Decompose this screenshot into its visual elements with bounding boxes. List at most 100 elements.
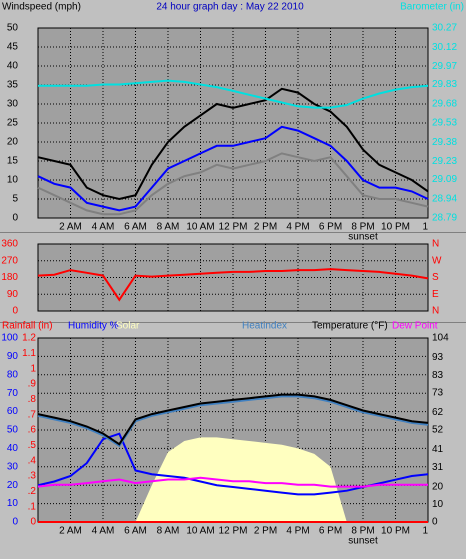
panel-title: Humidity % — [68, 321, 119, 332]
y2-tick-label: 29.23 — [432, 156, 457, 167]
y-tick-label: 50 — [7, 23, 19, 34]
y2-tick-label: 10 — [432, 499, 444, 510]
y2-tick-label: 20 — [432, 481, 444, 492]
x-tick-label: 12 PM — [219, 526, 248, 537]
y-tick-label: 0 — [12, 306, 18, 317]
x-tick-label: 4 PM — [286, 222, 309, 233]
x-tick-label: 6 PM — [319, 526, 342, 537]
y2-tick-label: 29.83 — [432, 79, 457, 90]
x-tick-label: 10 PM — [381, 222, 410, 233]
panel-title: Heatindex — [242, 321, 287, 332]
y3-tick-label: 0 — [30, 517, 36, 528]
y2-tick-label: 52 — [432, 425, 444, 436]
y-tick-label: 0 — [12, 213, 18, 224]
x-tick-label: 8 PM — [351, 222, 374, 233]
x-tick-label: 8 AM — [157, 526, 180, 537]
y3-tick-label: .8 — [28, 394, 37, 405]
y2-tick-label: 83 — [432, 370, 444, 381]
y3-tick-label: 1.2 — [22, 333, 36, 344]
y-tick-label: 15 — [7, 156, 19, 167]
y2-tick-label: 30.12 — [432, 42, 457, 53]
y2-tick-label: N — [432, 306, 439, 317]
y-tick-label: 40 — [7, 443, 19, 454]
x-tick-label: 4 PM — [286, 526, 309, 537]
y-tick-label: 100 — [1, 333, 18, 344]
y2-tick-label: 31 — [432, 462, 444, 473]
y2-tick-label: 104 — [432, 333, 449, 344]
y-tick-label: 90 — [7, 351, 19, 362]
line — [37, 125, 429, 212]
y2-tick-label: 29.09 — [432, 174, 457, 185]
y2-tick-label: 30.27 — [432, 23, 457, 34]
y-tick-label: 0 — [12, 517, 18, 528]
y2-tick-label: N — [432, 239, 439, 250]
y-tick-label: 35 — [7, 80, 19, 91]
x-tick-label: 10 AM — [186, 222, 214, 233]
panel-title: Rainfall (in) — [2, 321, 53, 332]
y2-tick-label: W — [432, 255, 442, 266]
y3-tick-label: 1 — [30, 363, 36, 374]
y2-tick-label: 29.53 — [432, 118, 457, 129]
y-tick-label: 70 — [7, 388, 19, 399]
y2-tick-label: 41 — [432, 444, 444, 455]
x-tick-label: 8 PM — [351, 526, 374, 537]
y3-tick-label: .9 — [28, 379, 37, 390]
x-tick-label: 2 PM — [254, 526, 277, 537]
y-tick-label: 40 — [7, 61, 19, 72]
annotation: sunset — [348, 536, 378, 547]
y2-tick-label: 93 — [432, 352, 444, 363]
y2-tick-label: 0 — [432, 517, 438, 528]
annotation: sunset — [348, 232, 378, 243]
y2-tick-label: 28.94 — [432, 193, 457, 204]
y-tick-label: 10 — [7, 175, 19, 186]
y-tick-label: 50 — [7, 425, 19, 436]
panel-title: Solar — [116, 321, 140, 332]
x-tick-label: 4 AM — [92, 222, 115, 233]
y3-tick-label: 1.1 — [22, 348, 36, 359]
line — [37, 393, 429, 446]
y3-tick-label: .1 — [28, 501, 37, 512]
line — [37, 152, 429, 216]
x-tick-label: 2 PM — [254, 222, 277, 233]
line — [37, 87, 429, 201]
y-tick-label: 20 — [7, 480, 19, 491]
y-tick-label: 5 — [12, 194, 18, 205]
panel-title: Temperature (°F) — [312, 321, 388, 332]
y3-tick-label: .4 — [28, 455, 37, 466]
panel-title: Windspeed (mph) — [2, 2, 81, 13]
y-tick-label: 10 — [7, 498, 19, 509]
y2-tick-label: S — [432, 272, 439, 283]
x-tick-label: 10 PM — [381, 526, 410, 537]
line — [37, 395, 429, 448]
x-tick-label: 1 — [422, 526, 428, 537]
y-tick-label: 45 — [7, 42, 19, 53]
y2-tick-label: 28.79 — [432, 213, 457, 224]
y2-tick-label: 29.68 — [432, 98, 457, 109]
y2-tick-label: E — [432, 289, 439, 300]
x-tick-label: 6 AM — [124, 222, 147, 233]
y-tick-label: 20 — [7, 137, 19, 148]
y-tick-label: 30 — [7, 461, 19, 472]
y3-tick-label: .2 — [28, 486, 37, 497]
y-tick-label: 30 — [7, 99, 19, 110]
y3-tick-label: .6 — [28, 425, 37, 436]
panel-title: Dew Point — [392, 321, 438, 332]
x-tick-label: 1 — [422, 222, 428, 233]
y-tick-label: 60 — [7, 406, 19, 417]
panel-title: Barometer (in) — [400, 2, 464, 13]
x-tick-label: 4 AM — [92, 526, 115, 537]
x-tick-label: 10 AM — [186, 526, 214, 537]
x-tick-label: 12 PM — [219, 222, 248, 233]
y3-tick-label: .5 — [28, 440, 37, 451]
y-tick-label: 25 — [7, 118, 19, 129]
x-tick-label: 6 AM — [124, 526, 147, 537]
y-tick-label: 90 — [7, 289, 19, 300]
y3-tick-label: .3 — [28, 471, 37, 482]
line — [37, 268, 429, 302]
y-tick-label: 360 — [1, 239, 18, 250]
y3-tick-label: .7 — [28, 409, 37, 420]
y2-tick-label: 29.38 — [432, 137, 457, 148]
panel-title: 24 hour graph day : May 22 2010 — [156, 2, 304, 13]
line — [37, 476, 428, 488]
